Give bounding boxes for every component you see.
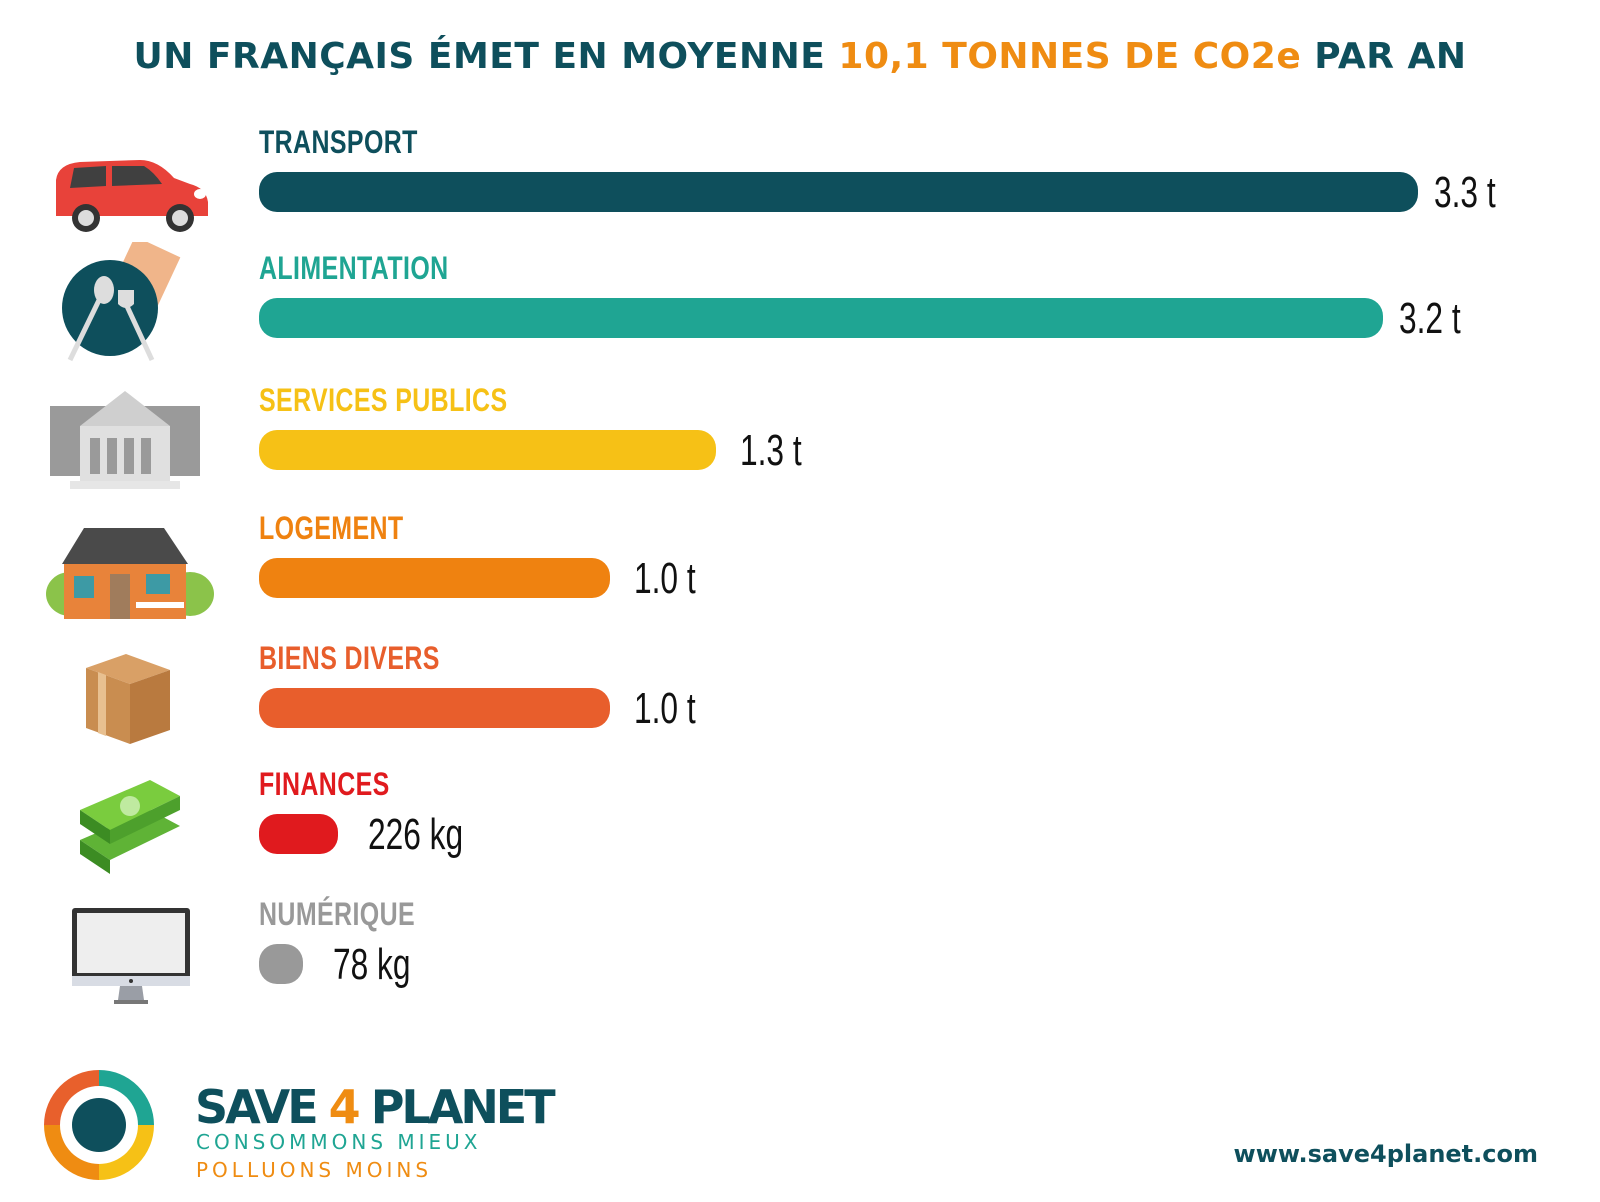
save4planet-logo-icon [34, 1060, 164, 1190]
chart-row: ALIMENTATION 3.2 t [0, 236, 1600, 370]
brand-part1: SAVE [195, 1080, 319, 1134]
value-label: 226 kg [368, 810, 464, 859]
bar [259, 430, 716, 470]
chart-row: TRANSPORT 3.3 t [0, 124, 1600, 244]
value-label: 78 kg [333, 940, 411, 989]
house-icon [40, 514, 220, 624]
category-label: TRANSPORT [259, 124, 418, 160]
category-label: NUMÉRIQUE [259, 896, 416, 932]
category-label: FINANCES [259, 766, 390, 802]
chart-row: SERVICES PUBLICS 1.3 t [0, 382, 1600, 502]
bar [259, 814, 339, 854]
bar [259, 944, 303, 984]
category-label: LOGEMENT [259, 510, 404, 546]
title-main: UN FRANÇAIS ÉMET EN MOYENNE [133, 36, 839, 77]
computer-monitor-icon [40, 900, 220, 1010]
page-title: UN FRANÇAIS ÉMET EN MOYENNE 10,1 TONNES … [0, 36, 1600, 77]
banknotes-icon [40, 770, 220, 880]
value-label: 1.0 t [634, 554, 696, 603]
public-building-icon [40, 386, 220, 496]
chart-row: NUMÉRIQUE 78 kg [0, 896, 1600, 1016]
tagline-consommons: CONSOMMONS MIEUX [196, 1130, 482, 1154]
chart-row: LOGEMENT 1.0 t [0, 510, 1600, 630]
category-label: ALIMENTATION [259, 250, 449, 286]
value-label: 3.2 t [1398, 294, 1461, 343]
bar [259, 172, 1418, 212]
bar [259, 298, 1383, 338]
category-label: BIENS DIVERS [259, 640, 440, 676]
value-label: 1.0 t [634, 684, 696, 733]
car-icon [40, 128, 220, 238]
website-link[interactable]: www.save4planet.com [1233, 1140, 1538, 1168]
bar [259, 558, 611, 598]
title-end: PAR AN [1301, 36, 1467, 77]
chart-row: FINANCES 226 kg [0, 766, 1600, 886]
brand-part2: PLANET [370, 1080, 556, 1134]
value-label: 1.3 t [739, 426, 802, 475]
bar [259, 688, 611, 728]
title-highlight: 10,1 TONNES DE CO2e [838, 36, 1302, 77]
brand-name: SAVE 4 PLANET [195, 1080, 556, 1134]
tagline-polluons: POLLUONS MOINS [196, 1158, 433, 1182]
brand-four: 4 [328, 1080, 361, 1134]
cardboard-box-icon [40, 644, 220, 754]
category-label: SERVICES PUBLICS [259, 382, 508, 418]
plate-cutlery-icon [40, 236, 220, 362]
chart-row: BIENS DIVERS 1.0 t [0, 640, 1600, 760]
value-label: 3.3 t [1434, 168, 1496, 217]
